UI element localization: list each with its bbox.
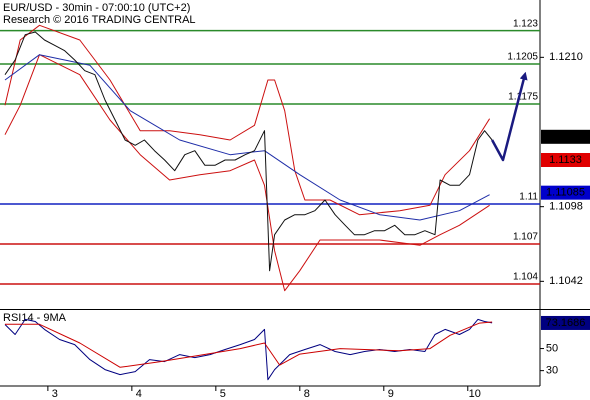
y-tick-label: 1.1042 (549, 275, 583, 287)
chart-title: EUR/USD - 30min - 07:00:10 (UTC+2) (3, 2, 190, 14)
level-label: 1.1175 (508, 92, 538, 103)
projection-arrow (491, 71, 528, 162)
series-line (5, 321, 493, 368)
rsi-title: RSI14 - 9MA (3, 312, 67, 324)
x-tick-label: 3 (52, 388, 58, 400)
x-tick-label: 4 (136, 388, 142, 400)
price-badge (541, 129, 590, 144)
x-tick-label: 10 (469, 388, 481, 400)
series-line (4, 54, 490, 221)
level-label: 1.1205 (507, 52, 538, 63)
series-line (4, 24, 491, 216)
price-badge (541, 315, 590, 330)
x-tick-label: 5 (220, 388, 226, 400)
series-line (4, 318, 493, 381)
x-tick-label: 9 (388, 388, 394, 400)
series-line (4, 54, 490, 292)
level-label: 1.107 (513, 232, 538, 243)
y-tick-label: 1.1098 (549, 201, 583, 213)
price-badge-label: 73.1686 (546, 317, 586, 329)
level-label: 1.11 (519, 192, 538, 203)
price-badge (541, 185, 590, 200)
level-label: 1.104 (513, 272, 538, 283)
y-tick-label: 1.1210 (549, 51, 583, 63)
y-tick-label: 50 (546, 342, 558, 354)
price-badge-label: 1.11085 (546, 187, 585, 199)
price-badge (541, 153, 590, 167)
level-label: 1.123 (513, 18, 538, 29)
price-badge-label: 1.1133 (549, 154, 582, 166)
x-tick-label: 8 (304, 388, 310, 400)
price-badge-label: 1.11504 (546, 131, 585, 143)
y-tick-label: 30 (546, 365, 558, 377)
series-line (4, 31, 493, 272)
chart-subtitle: Research © 2016 TRADING CENTRAL (3, 14, 196, 26)
